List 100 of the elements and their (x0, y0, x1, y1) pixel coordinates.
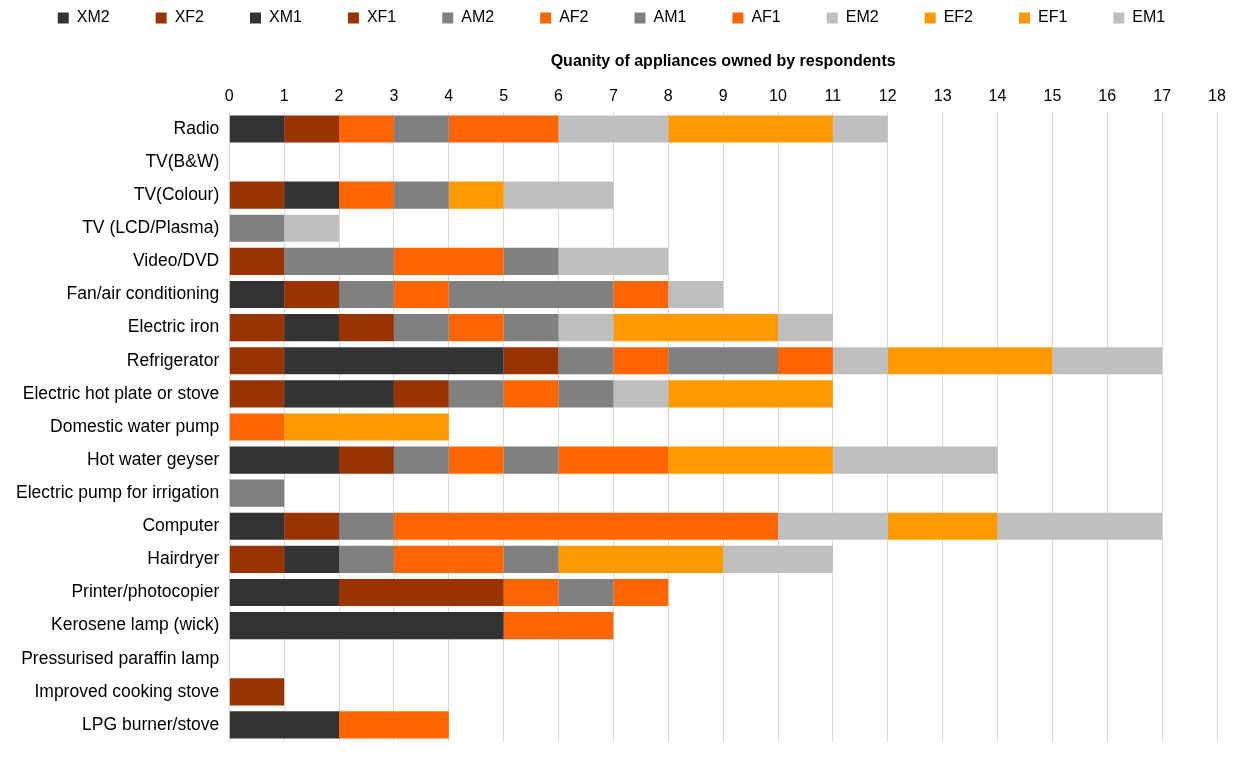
bar (558, 446, 669, 474)
bar (393, 314, 449, 342)
bar (778, 512, 888, 540)
bar (503, 347, 559, 375)
y-tick-label: Hot water geyser (86, 448, 220, 469)
x-tick-label: 1 (279, 87, 289, 105)
x-tick-label: 2 (334, 87, 344, 105)
bar (887, 347, 1053, 375)
bar (668, 347, 779, 375)
bar (339, 314, 394, 342)
legend-label: AM2 (461, 8, 495, 26)
x-tick-label: 14 (988, 87, 1007, 105)
bar (668, 280, 724, 309)
bar (832, 347, 888, 375)
x-tick-label: 7 (608, 87, 618, 105)
x-tick-label: 6 (554, 87, 564, 105)
bar (393, 115, 449, 143)
bar (229, 678, 285, 706)
bar (558, 380, 614, 408)
y-tick-label: Electric hot plate or stove (22, 382, 220, 403)
bar (229, 413, 285, 441)
bar (284, 247, 394, 275)
bar (558, 115, 669, 143)
bar (778, 314, 833, 342)
legend-label: XF2 (174, 8, 205, 26)
bar (448, 446, 504, 474)
x-tick-label: 12 (878, 87, 897, 105)
bar (668, 115, 833, 143)
bar (339, 181, 394, 209)
y-tick-label: Refrigerator (126, 349, 220, 370)
x-tick-label: 9 (718, 87, 728, 105)
y-tick-label: Hairdryer (147, 548, 220, 569)
legend-label: XF1 (366, 8, 397, 26)
bar (229, 280, 285, 309)
legend-label: AF1 (751, 8, 781, 26)
y-tick-label: TV(B&W) (145, 150, 220, 171)
bar (558, 347, 614, 375)
bar (832, 115, 888, 143)
y-tick-label: Fan/air conditioning (66, 283, 220, 304)
bar (339, 280, 394, 309)
x-axis-title: Quanity of appliances owned by respondents (550, 52, 896, 70)
bar (448, 115, 559, 143)
x-tick-label: 15 (1043, 87, 1062, 105)
y-tick-label: Improved cooking stove (34, 680, 220, 701)
bar (723, 545, 833, 573)
bar (339, 711, 449, 739)
bar (887, 512, 998, 540)
y-tick-label: Radio (173, 117, 220, 138)
x-tick-label: 0 (224, 87, 234, 105)
bar (284, 512, 340, 540)
y-tick-label: TV(Colour) (133, 184, 220, 204)
x-tick-label: 3 (389, 87, 399, 105)
bar (558, 247, 669, 275)
bar (339, 512, 394, 540)
bar (613, 314, 779, 342)
bar (229, 446, 340, 474)
x-tick-label: 17 (1153, 87, 1172, 105)
y-tick-label: Kerosene lamp (wick) (51, 614, 220, 635)
bar (284, 314, 340, 342)
bar (284, 413, 449, 441)
bar (503, 446, 559, 474)
bar (448, 380, 504, 408)
bar (339, 115, 394, 143)
legend-label: AF2 (559, 8, 589, 26)
legend-label: EF2 (943, 8, 974, 26)
y-tick-label: Electric iron (127, 316, 220, 337)
y-tick-label: Computer (142, 515, 220, 536)
bar (284, 380, 394, 408)
bar (393, 280, 449, 309)
x-tick-label: 4 (444, 87, 454, 105)
bar (284, 280, 340, 309)
y-tick-label: TV (LCD/Plasma) (82, 217, 220, 238)
bar (284, 545, 340, 573)
bar (503, 314, 559, 342)
bar (229, 247, 285, 275)
bar (558, 314, 614, 342)
bar (448, 280, 614, 309)
bar (229, 115, 285, 143)
bar (393, 380, 449, 408)
bar (503, 578, 559, 607)
bar (393, 446, 449, 474)
y-tick-label: LPG burner/stove (82, 713, 220, 734)
bar (229, 479, 285, 507)
bar (613, 578, 669, 607)
bar (503, 247, 559, 275)
y-tick-label: Electric pump for irrigation (15, 482, 220, 502)
bar (1052, 347, 1163, 375)
bar (229, 612, 504, 640)
bar (339, 446, 394, 474)
bar (284, 181, 340, 209)
bar (229, 545, 285, 573)
bar (393, 512, 779, 540)
x-tick-label: 5 (499, 87, 509, 105)
x-tick-label: 18 (1208, 87, 1226, 105)
bar (558, 578, 614, 607)
bar (339, 545, 394, 573)
bar (284, 214, 340, 242)
bar (229, 347, 285, 375)
bar (997, 512, 1163, 540)
bar (229, 214, 285, 242)
